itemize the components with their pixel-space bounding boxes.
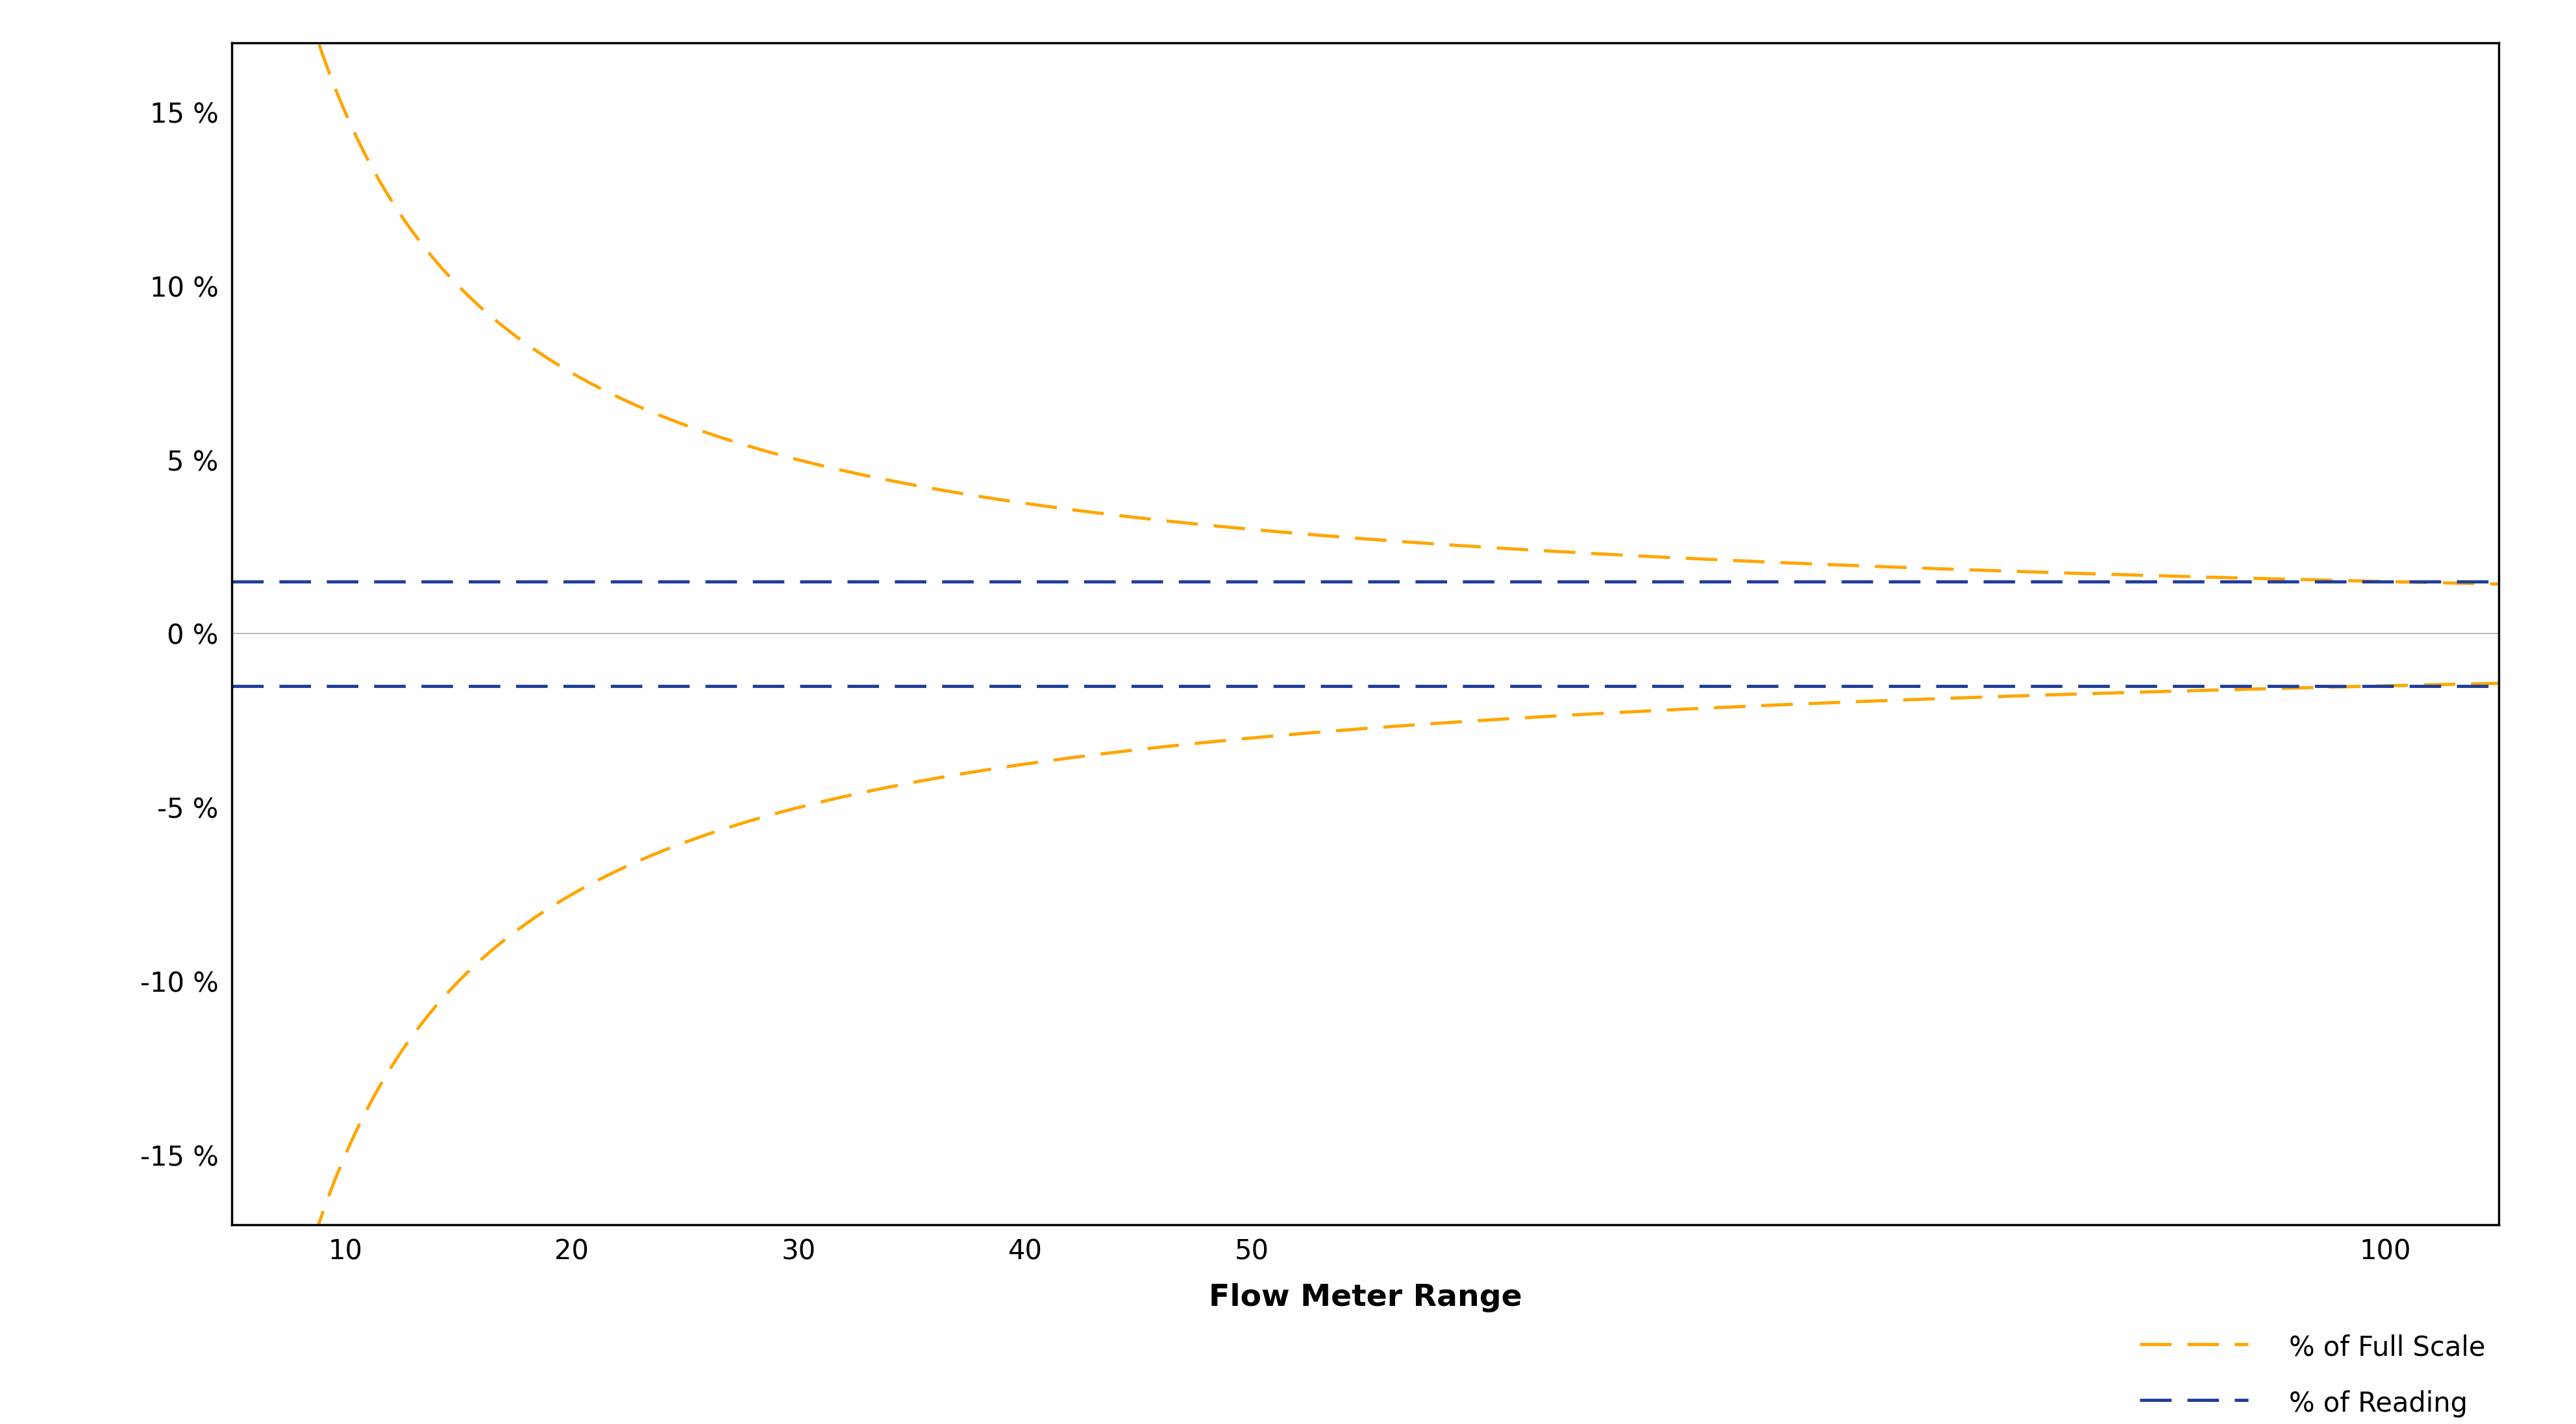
- % of Full Scale: [2094, 565, 2125, 582]
- % of Full Scale: [595, 386, 626, 403]
- Legend: % of Full Scale, % of Reading: % of Full Scale, % of Reading: [2141, 1333, 2486, 1417]
- % of Full Scale: [335, 114, 366, 131]
- Line: % of Full Scale: % of Full Scale: [232, 0, 2499, 584]
- % of Full Scale: [2483, 575, 2514, 592]
- % of Full Scale: [294, 7, 325, 24]
- % of Full Scale: [729, 436, 760, 453]
- % of Reading: [103, 572, 134, 590]
- % of Full Scale: [2424, 574, 2455, 591]
- X-axis label: Flow Meter Range: Flow Meter Range: [1208, 1283, 1522, 1313]
- % of Reading: [126, 572, 157, 590]
